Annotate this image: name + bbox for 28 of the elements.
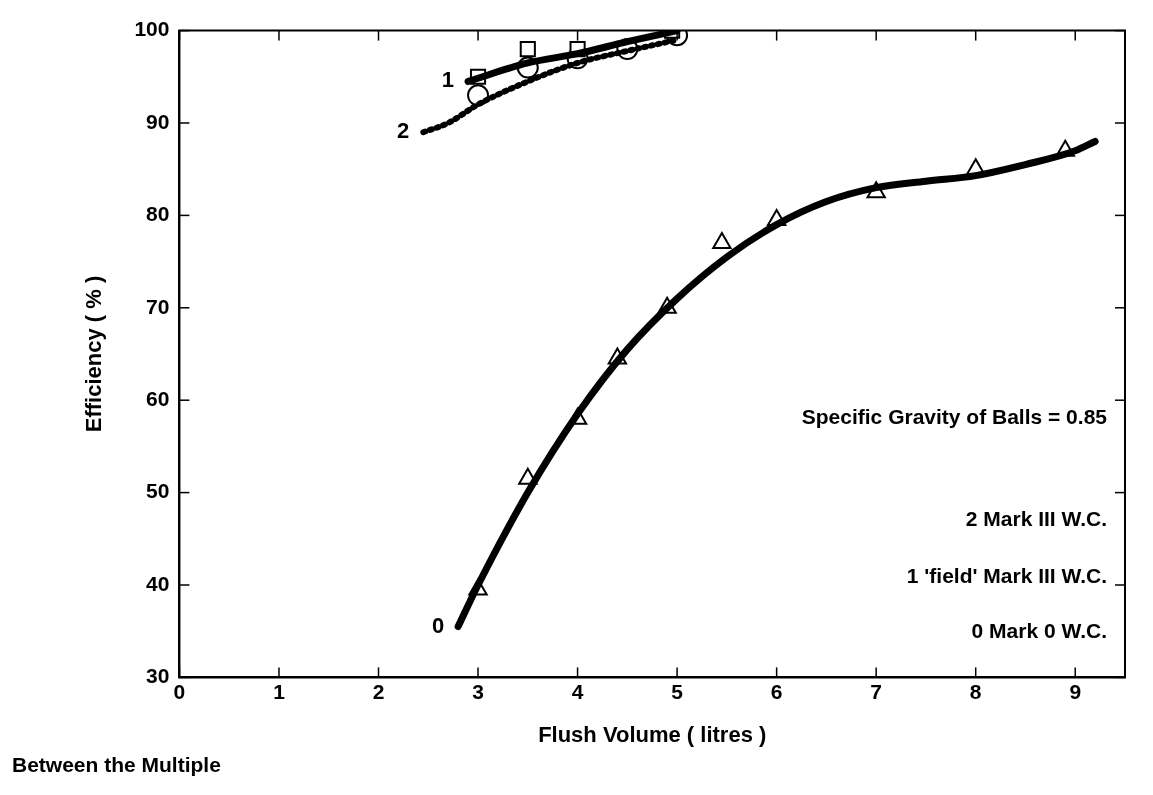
annotation: 1 'field' Mark III W.C. bbox=[906, 563, 1107, 587]
y-tick-label: 30 bbox=[146, 664, 170, 688]
y-tick-label: 100 bbox=[134, 17, 170, 41]
series-label: 2 bbox=[397, 118, 410, 144]
x-tick-label: 6 bbox=[770, 679, 783, 703]
y-tick-label: 80 bbox=[146, 202, 170, 226]
y-tick-label: 50 bbox=[146, 479, 170, 503]
y-tick-label: 70 bbox=[146, 294, 170, 318]
y-axis-title: Efficiency ( % ) bbox=[81, 275, 107, 433]
series-label: 1 bbox=[441, 67, 455, 93]
y-tick-label: 40 bbox=[146, 571, 170, 595]
x-axis-title: Flush Volume ( litres ) bbox=[538, 721, 767, 747]
x-tick-label: 3 bbox=[472, 679, 484, 703]
y-tick-label: 60 bbox=[146, 387, 170, 410]
annotation: 0 Mark 0 W.C. bbox=[971, 618, 1107, 642]
x-tick-label: 9 bbox=[1069, 679, 1082, 703]
x-tick-label: 1 bbox=[273, 679, 286, 703]
x-tick-label: 4 bbox=[571, 679, 584, 703]
x-tick-label: 7 bbox=[870, 679, 883, 703]
x-tick-label: 2 bbox=[372, 679, 385, 703]
text: Between the Multiple bbox=[11, 753, 222, 777]
x-tick-label: 5 bbox=[671, 679, 684, 703]
annotation: 2 Mark III W.C. bbox=[965, 507, 1107, 531]
y-tick-label: 90 bbox=[146, 109, 170, 133]
annotation: Specific Gravity of Balls = 0.85 bbox=[801, 405, 1108, 429]
x-tick-label: 8 bbox=[969, 679, 982, 703]
x-tick-label: 0 bbox=[173, 679, 186, 703]
series-label: 0 bbox=[431, 612, 445, 638]
